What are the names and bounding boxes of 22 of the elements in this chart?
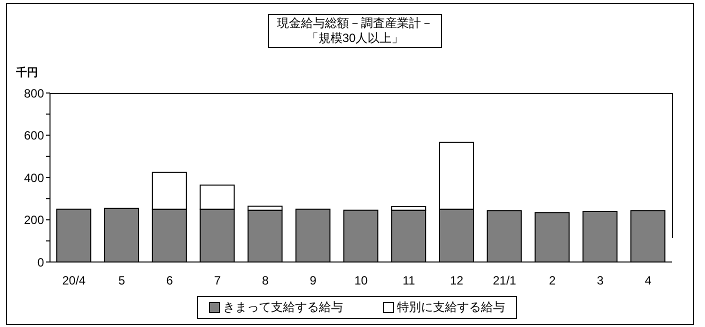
x-tick-label: 8 xyxy=(262,274,269,288)
x-tick-label: 20/4 xyxy=(62,274,86,288)
x-tick-label: 10 xyxy=(354,274,368,288)
y-tick-label: 0 xyxy=(37,255,44,270)
y-axis-title: 千円 xyxy=(16,66,38,80)
x-tick-label: 21/1 xyxy=(492,274,517,288)
y-tick-label: 400 xyxy=(24,170,44,185)
y-tick-label: 600 xyxy=(24,128,44,143)
x-tick-label: 11 xyxy=(402,274,416,288)
legend-label: きまって支給する給与 xyxy=(223,299,343,316)
x-tick-label: 12 xyxy=(450,274,464,288)
y-tick-label: 200 xyxy=(24,213,44,228)
x-tick-label: 7 xyxy=(214,274,222,288)
x-tick-label: 2 xyxy=(549,274,556,288)
x-tick-label: 9 xyxy=(310,274,317,288)
chart-title: 現金給与総額－調査産業計－「規模30人以上」 xyxy=(276,16,434,46)
y-tick-label: 800 xyxy=(24,86,44,100)
x-tick-label: 3 xyxy=(596,274,604,288)
x-tick-label: 4 xyxy=(644,274,652,288)
x-tick-label: 5 xyxy=(118,274,126,288)
x-tick-label: 6 xyxy=(166,274,174,288)
legend-label: 特別に支給する給与 xyxy=(397,299,505,316)
